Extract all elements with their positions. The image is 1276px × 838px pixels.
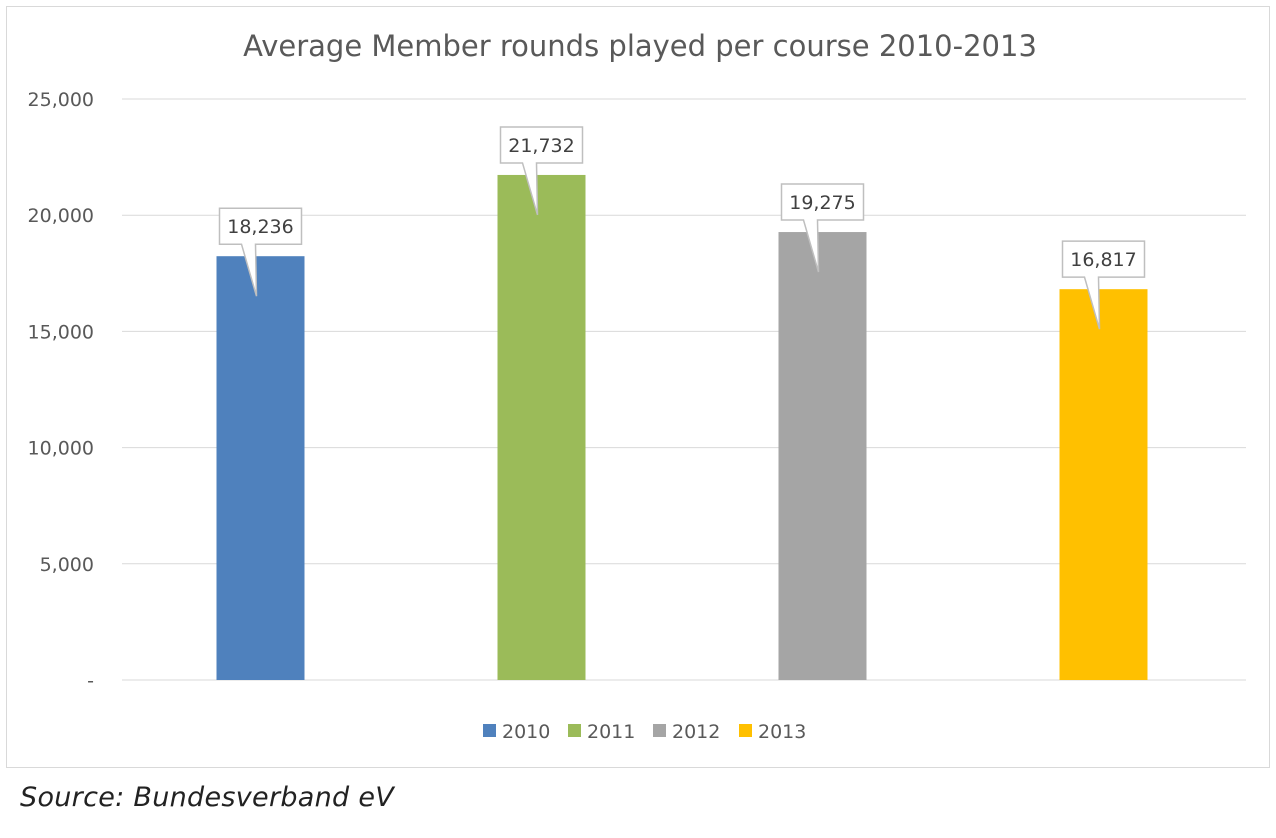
data-label-text: 18,236 [227,216,293,238]
y-tick-label: 15,000 [28,321,94,343]
legend-swatch [739,724,752,737]
data-labels: 18,236 21,732 19,275 16,817 [218,126,1146,330]
legend-label: 2013 [758,721,806,743]
legend-item-2012: 2012 [653,721,720,743]
data-label-text: 16,817 [1070,249,1136,271]
legend: 2010 2011 2012 2013 [483,721,806,743]
data-label-2013: 16,817 [1061,240,1146,330]
legend-swatch [483,724,496,737]
chart-title: Average Member rounds played per course … [243,29,1037,63]
y-tick-label: - [87,670,94,692]
legend-item-2011: 2011 [568,721,635,743]
data-label-2012: 19,275 [780,183,865,273]
bars [216,174,1148,681]
source-note: Source: Bundesverband eV [20,782,395,813]
data-label-2011: 21,732 [499,126,584,216]
data-label-text: 21,732 [508,135,574,157]
bar-2011 [497,174,586,681]
y-tick-label: 5,000 [40,554,94,576]
y-tick-label: 25,000 [28,89,94,111]
y-axis-ticks: - 5,000 10,000 15,000 20,000 25,000 [28,89,94,692]
bar-2010 [216,256,305,680]
legend-label: 2010 [502,721,550,743]
bar-2013 [1059,289,1148,680]
data-label-2010: 18,236 [218,207,303,297]
legend-label: 2012 [672,721,720,743]
legend-item-2013: 2013 [739,721,806,743]
legend-swatch [653,724,666,737]
gridlines [122,98,1246,681]
bar-2012 [778,232,867,680]
legend-label: 2011 [587,721,635,743]
bar-chart: Average Member rounds played per course … [28,29,1246,743]
y-tick-label: 10,000 [28,438,94,460]
y-tick-label: 20,000 [28,205,94,227]
data-label-text: 19,275 [789,192,855,214]
legend-item-2010: 2010 [483,721,550,743]
legend-swatch [568,724,581,737]
